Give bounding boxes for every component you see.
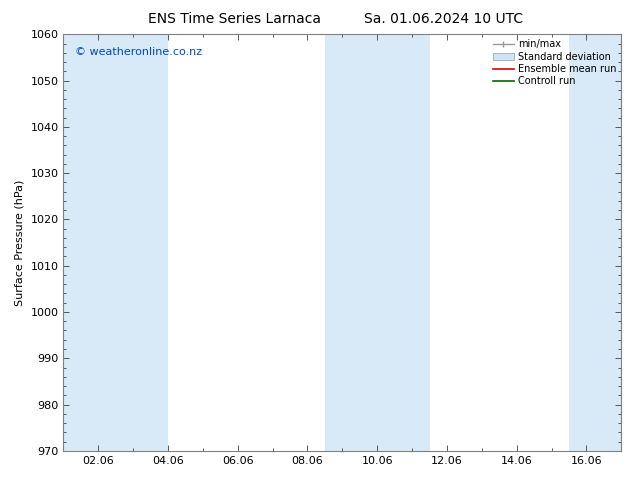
Legend: min/max, Standard deviation, Ensemble mean run, Controll run: min/max, Standard deviation, Ensemble me… [491,37,618,88]
Text: Sa. 01.06.2024 10 UTC: Sa. 01.06.2024 10 UTC [365,12,523,26]
Bar [115,34,168,451]
Text: © weatheronline.co.nz: © weatheronline.co.nz [75,47,202,57]
Bar [63,34,115,451]
Bar [569,34,621,451]
Bar [325,34,377,451]
Bar [377,34,430,451]
Text: ENS Time Series Larnaca: ENS Time Series Larnaca [148,12,321,26]
Y-axis label: Surface Pressure (hPa): Surface Pressure (hPa) [15,179,25,306]
